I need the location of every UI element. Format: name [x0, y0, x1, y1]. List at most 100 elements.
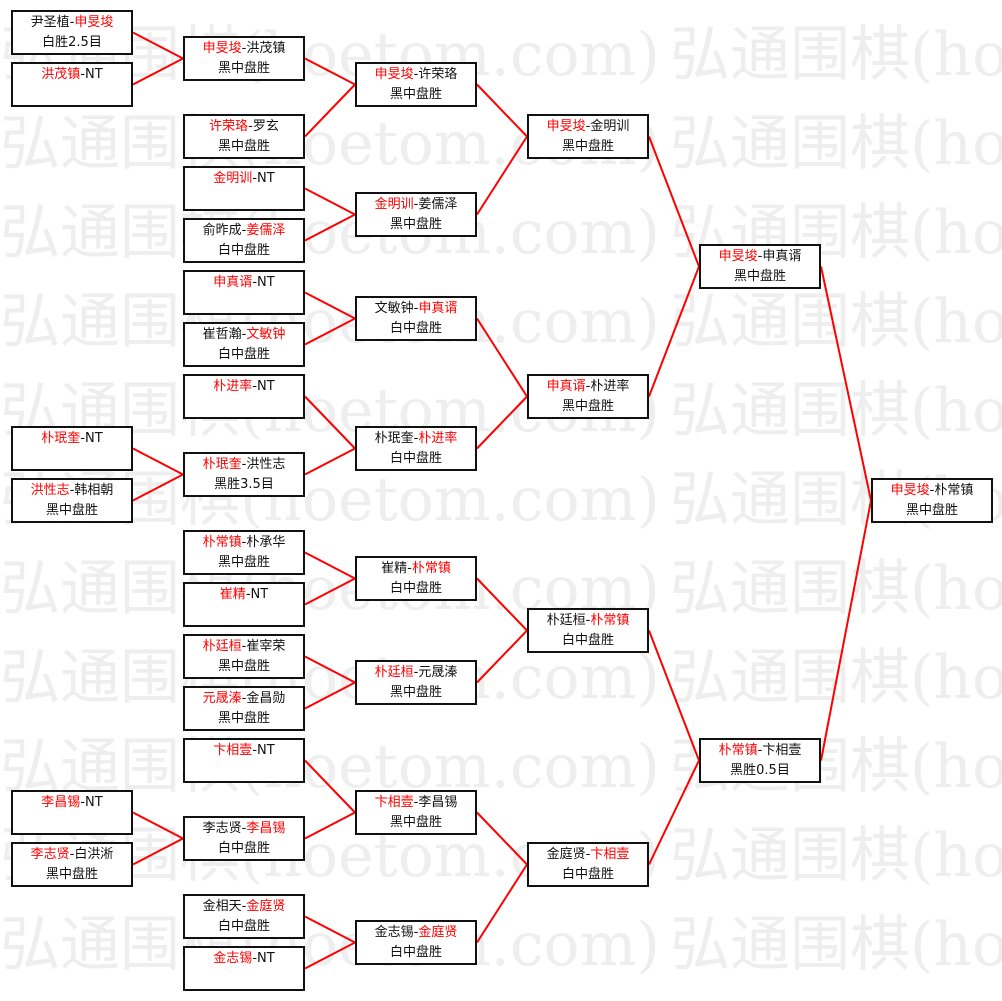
match-players: 申旻埈-朴常镇 — [873, 481, 991, 501]
winner-name: 朴常镇 — [202, 535, 242, 550]
match-box: 金庭贤-卞相壹 白中盘胜 — [527, 842, 649, 887]
winner-name: 李昌锡 — [246, 821, 286, 836]
match-box: 金相天-金庭贤白中盘胜 — [183, 894, 305, 939]
winner-name: 申旻埈 — [718, 249, 758, 264]
separator: - — [80, 795, 86, 810]
match-players: 朴珉奎-NT — [13, 429, 131, 449]
match-players: 朴廷桓-元晟溱 — [357, 663, 475, 683]
match-players: 文敏钟-申真谞 — [357, 299, 475, 319]
match-result: 黑胜0.5目 — [730, 763, 790, 778]
player-name: 申真谞 — [762, 249, 802, 264]
winner-name: 朴常镇 — [590, 613, 630, 628]
player-name: 朴进率 — [590, 379, 630, 394]
bracket-connector — [304, 577, 356, 606]
separator: - — [80, 67, 86, 82]
bracket-connector — [304, 759, 356, 814]
player-name: 姜儒泽 — [418, 197, 458, 212]
match-players: 金志锡-NT — [185, 949, 303, 969]
match-players: 朴珉奎-洪性志 — [185, 455, 303, 475]
separator: - — [245, 587, 251, 602]
winner-name: 朴进率 — [418, 431, 458, 446]
match-players: 申旻埈-申真谞 — [701, 247, 819, 267]
player-name: NT — [250, 587, 269, 602]
match-players: 申真谞-NT — [185, 273, 303, 293]
winner-name: 朴常镇 — [411, 561, 451, 576]
match-result: 黑胜3.5目 — [214, 477, 274, 492]
winner-name: 洪性志 — [30, 483, 70, 498]
separator: - — [585, 119, 591, 134]
bracket-connector — [820, 266, 872, 501]
separator: - — [585, 613, 591, 628]
separator: - — [241, 223, 247, 238]
match-result: 白中盘胜 — [389, 451, 442, 466]
player-name: 文敏钟 — [374, 301, 414, 316]
match-result: 黑中盘胜 — [561, 399, 614, 414]
bracket-connector — [476, 317, 528, 398]
separator: - — [413, 301, 419, 316]
match-result: 白中盘胜 — [389, 321, 442, 336]
separator: - — [585, 379, 591, 394]
player-name: 韩相朝 — [74, 483, 114, 498]
match-result: 白中盘胜 — [217, 347, 270, 362]
bracket-connector — [304, 655, 356, 684]
player-name: 李志贤 — [202, 821, 242, 836]
separator: - — [241, 457, 247, 472]
player-name: 金庭贤 — [546, 847, 586, 862]
match-players: 朴廷桓-崔宰荣 — [185, 637, 303, 657]
match-box: 朴廷桓-崔宰荣 黑中盘胜 — [183, 634, 305, 679]
winner-name: 申旻埈 — [890, 483, 930, 498]
match-box: 文敏钟-申真谞白中盘胜 — [355, 296, 477, 341]
separator: - — [585, 847, 591, 862]
separator: - — [241, 821, 247, 836]
match-box: 申旻埈-申真谞黑中盘胜 — [699, 244, 821, 289]
match-players: 朴常镇-朴承华 — [185, 533, 303, 553]
winner-name: 朴廷桓 — [374, 665, 414, 680]
match-box: 金明训-姜儒泽 黑中盘胜 — [355, 192, 477, 237]
match-box: 申旻埈-洪茂镇 黑中盘胜 — [183, 36, 305, 81]
match-box: 申旻埈-金明训 黑中盘胜 — [527, 114, 649, 159]
bracket-connector — [304, 681, 356, 710]
match-result: 白中盘胜 — [389, 581, 442, 596]
match-result: 白中盘胜 — [217, 919, 270, 934]
match-box: 崔哲瀚-文敏钟 白中盘胜 — [183, 322, 305, 367]
winner-name: 金庭贤 — [418, 925, 458, 940]
separator: - — [413, 925, 419, 940]
match-players: 朴廷桓-朴常镇 — [529, 611, 647, 631]
bracket-connector — [476, 629, 528, 684]
separator: - — [252, 171, 258, 186]
bracket-connector — [132, 811, 184, 840]
match-players: 朴珉奎-朴进率 — [357, 429, 475, 449]
match-players: 申真谞-朴进率 — [529, 377, 647, 397]
match-players: 李志贤-白洪淅 — [13, 845, 131, 865]
match-players: 金志锡-金庭贤 — [357, 923, 475, 943]
player-name: 俞昨成 — [202, 223, 242, 238]
match-result: 黑中盘胜 — [217, 555, 270, 570]
match-result: 黑中盘胜 — [45, 503, 98, 518]
match-players: 金明训-姜儒泽 — [357, 195, 475, 215]
winner-name: 朴廷桓 — [202, 639, 242, 654]
match-box: 洪茂镇-NT — [11, 62, 133, 107]
bracket-connector — [304, 447, 356, 476]
match-box: 金明训-NT — [183, 166, 305, 211]
player-name: NT — [257, 171, 275, 186]
bracket-connector — [476, 577, 528, 632]
match-players: 金庭贤-卞相壹 — [529, 845, 647, 865]
match-result: 黑中盘胜 — [733, 269, 786, 284]
separator: - — [757, 743, 763, 758]
winner-name: 洪茂镇 — [41, 67, 81, 82]
separator: - — [413, 431, 419, 446]
match-players: 金相天-金庭贤 — [185, 897, 303, 917]
match-result: 白中盘胜 — [561, 633, 614, 648]
bracket-connector — [648, 630, 700, 761]
bracket-connector — [132, 473, 184, 502]
match-box: 李昌锡-NT — [11, 790, 133, 835]
winner-name: 姜儒泽 — [246, 223, 286, 238]
bracket-connector — [820, 500, 872, 761]
separator: - — [69, 847, 75, 862]
winner-name: 金志锡 — [213, 951, 253, 966]
winner-name: 卞相壹 — [213, 743, 253, 758]
separator: - — [241, 327, 247, 342]
separator: - — [241, 899, 247, 914]
match-box: 朴进率-NT — [183, 374, 305, 419]
separator: - — [413, 795, 419, 810]
